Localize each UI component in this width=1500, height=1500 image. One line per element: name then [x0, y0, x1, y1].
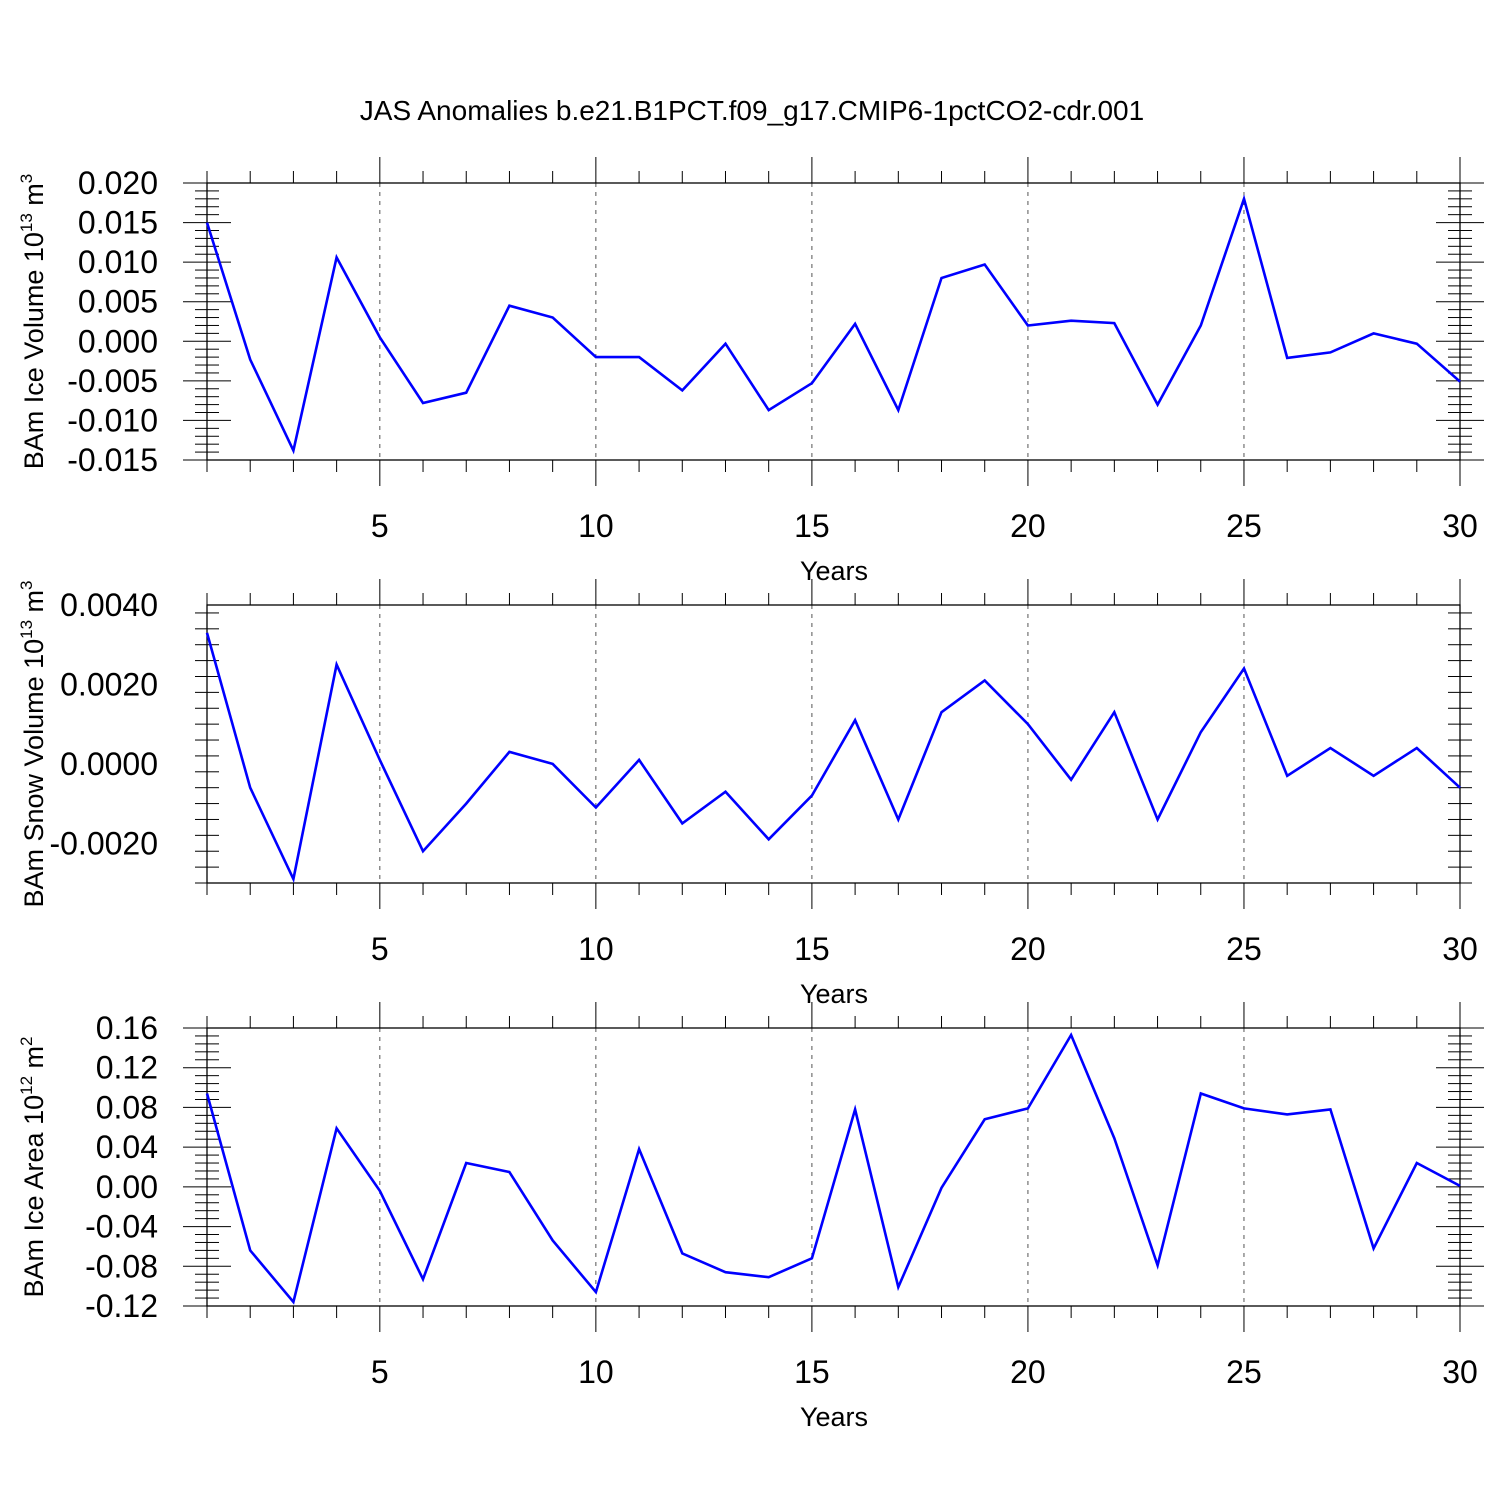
x-tick-label: 25 [1226, 931, 1262, 967]
x-tick-label: 15 [794, 1354, 830, 1390]
x-tick-label: 5 [371, 508, 389, 544]
panel-ice-area: 0.16 0.120.08 0.04 0.00 -0.04-0.08 -0.12 5 10 15… [17, 1002, 1484, 1432]
x-tick-label: 30 [1442, 508, 1478, 544]
y-axis-label-superscript: 2 [17, 1037, 36, 1046]
plot-frame [206, 1027, 1461, 1307]
x-tick-label: 5 [371, 1354, 389, 1390]
y-axis-label: BAm Ice Volume 1013 m3 [17, 174, 49, 470]
y-tick-label: 0.0000 [60, 746, 158, 782]
y-axis-label-superscript: 12 [17, 1076, 36, 1095]
y-tick-label: 0.020 [78, 165, 158, 201]
y-tick-label: 0.0020 [60, 666, 158, 702]
x-axis-label: Years [800, 556, 868, 586]
y-tick-label: 0.010 [78, 244, 158, 280]
x-axis-label: Years [800, 1402, 868, 1432]
y-axis-label-superscript: 13 [17, 213, 36, 232]
y-tick-label: -0.08 [85, 1248, 158, 1284]
y-axis-label-part: BAm Ice Volume 10 [19, 232, 49, 469]
x-tick-label: 25 [1226, 1354, 1262, 1390]
y-tick-label: -0.015 [67, 442, 158, 478]
y-tick-label: 0.16 [96, 1010, 158, 1046]
x-tick-label: 20 [1010, 1354, 1046, 1390]
x-tick-label: 20 [1010, 931, 1046, 967]
series-line [205, 1032, 1461, 1305]
x-tick-label: 10 [578, 1354, 614, 1390]
y-tick-label: 0.0040 [60, 587, 158, 623]
x-tick-label: 10 [578, 931, 614, 967]
y-axis-label-part: m [19, 1046, 49, 1076]
y-tick-label: 0.00 [96, 1169, 158, 1205]
y-tick-label: -0.005 [67, 363, 158, 399]
y-axis-label-part: m [19, 590, 49, 620]
x-tick-label: 25 [1226, 508, 1262, 544]
x-tick-label: 10 [578, 508, 614, 544]
y-axis-label: BAm Ice Area 1012 m2 [17, 1037, 49, 1298]
y-tick-label: 0.000 [78, 323, 158, 359]
y-tick-label: 0.08 [96, 1089, 158, 1125]
plot-frame [206, 604, 1461, 884]
x-tick-label: 15 [794, 931, 830, 967]
panel-snow-volume: 0.0040 0.0020 0.0000 -0.0020 5 10 15 20 25 30 Year… [17, 579, 1478, 1009]
y-axis-label-part: m [19, 183, 49, 213]
y-tick-label: 0.005 [78, 284, 158, 320]
y-tick-label: -0.010 [67, 402, 158, 438]
x-tick-label: 30 [1442, 931, 1478, 967]
figure-title: JAS Anomalies b.e21.B1PCT.f09_g17.CMIP6-… [360, 95, 1144, 126]
y-axis-label-superscript: 3 [17, 174, 36, 183]
series-line [205, 632, 1461, 884]
y-axis-label-part: BAm Snow Volume 10 [19, 639, 49, 908]
x-axis-label: Years [800, 979, 868, 1009]
x-tick-label: 30 [1442, 1354, 1478, 1390]
y-axis-label-part: BAm Ice Area 10 [19, 1095, 49, 1298]
y-tick-label: 0.015 [78, 205, 158, 241]
x-tick-label: 5 [371, 931, 389, 967]
y-tick-label: -0.0020 [49, 825, 158, 861]
y-axis-label: BAm Snow Volume 1013 m3 [17, 580, 49, 907]
plot-frame [206, 182, 1461, 461]
y-tick-label: -0.04 [85, 1209, 158, 1245]
x-tick-label: 15 [794, 508, 830, 544]
x-tick-label: 20 [1010, 508, 1046, 544]
y-axis-label-superscript: 3 [17, 580, 36, 589]
y-tick-label: -0.12 [85, 1288, 158, 1324]
series-line [205, 194, 1461, 455]
y-tick-label: 0.04 [96, 1129, 158, 1165]
y-axis-label-superscript: 13 [17, 620, 36, 639]
y-tick-label: 0.12 [96, 1050, 158, 1086]
